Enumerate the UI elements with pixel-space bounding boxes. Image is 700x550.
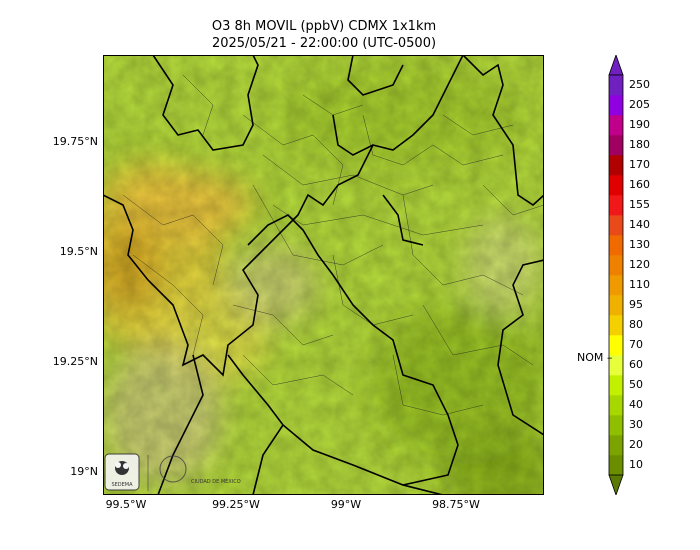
colorbar-segment bbox=[609, 175, 623, 196]
cdmx-logo-text: CIUDAD DE MÉXICO bbox=[191, 477, 241, 485]
colorbar-tick-label: 20 bbox=[629, 438, 643, 451]
colorbar-segment bbox=[609, 235, 623, 256]
relief-shading bbox=[103, 55, 544, 495]
colorbar-tick-label: 70 bbox=[629, 338, 643, 351]
colorbar-segment bbox=[609, 435, 623, 456]
colorbar-segment bbox=[609, 295, 623, 316]
colorbar-tick-label: 180 bbox=[629, 138, 650, 151]
colorbar-segment bbox=[609, 455, 623, 476]
colorbar-tick-label: 155 bbox=[629, 198, 650, 211]
colorbar-segment bbox=[609, 115, 623, 136]
colorbar-tick-label: 170 bbox=[629, 158, 650, 171]
colorbar-tick-label: 95 bbox=[629, 298, 643, 311]
colorbar-tick-label: 40 bbox=[629, 398, 643, 411]
colorbar-segment bbox=[609, 355, 623, 376]
colorbar bbox=[608, 55, 624, 495]
map-subtitle: 2025/05/21 - 22:00:00 (UTC-0500) bbox=[211, 36, 437, 51]
sedema-logo-text: SEDEMA bbox=[111, 482, 133, 488]
lat-label-19-75: 19.75°N bbox=[52, 135, 98, 148]
colorbar-segment bbox=[609, 275, 623, 296]
colorbar-segment bbox=[609, 95, 623, 116]
colorbar-tick-label: 130 bbox=[629, 238, 650, 251]
colorbar-tick-label: 120 bbox=[629, 258, 650, 271]
lon-label-98-75: 98.75°W bbox=[432, 498, 480, 511]
colorbar-segment bbox=[609, 395, 623, 416]
colorbar-tick-label: 50 bbox=[629, 378, 643, 391]
lon-label-99-5: 99.5°W bbox=[105, 498, 147, 511]
municipal-boundaries bbox=[122, 74, 544, 416]
nom-label: NOM – bbox=[577, 351, 613, 364]
colorbar-segment bbox=[609, 215, 623, 236]
colorbar-segment bbox=[609, 195, 623, 216]
colorbar-segment bbox=[609, 75, 623, 96]
colorbar-tick-label: 190 bbox=[629, 118, 650, 131]
colorbar-tick-label: 110 bbox=[629, 278, 650, 291]
colorbar-segment bbox=[609, 375, 623, 396]
colorbar-frame bbox=[608, 74, 624, 476]
lat-label-19-5: 19.5°N bbox=[59, 245, 98, 258]
cdmx-logo: SEDEMA CIUDAD DE MÉXICO bbox=[104, 453, 241, 491]
colorbar-segment bbox=[609, 315, 623, 336]
lat-label-19: 19°N bbox=[70, 465, 98, 478]
colorbar-extend-max bbox=[608, 55, 624, 76]
lat-label-19-25: 19.25°N bbox=[52, 355, 98, 368]
colorbar-tick-label: 160 bbox=[629, 178, 650, 191]
colorbar-segment bbox=[609, 255, 623, 276]
colorbar-tick-label: 140 bbox=[629, 218, 650, 231]
colorbar-tick-label: 250 bbox=[629, 78, 650, 91]
colorbar-segment bbox=[609, 415, 623, 436]
colorbar-segment bbox=[609, 335, 623, 356]
colorbar-tick-label: 10 bbox=[629, 458, 643, 471]
colorbar-tick-label: 60 bbox=[629, 358, 643, 371]
colorbar-segment bbox=[609, 155, 623, 176]
colorbar-tick-label: 205 bbox=[629, 98, 650, 111]
colorbar-tick-label: 30 bbox=[629, 418, 643, 431]
lon-label-99: 99°W bbox=[330, 498, 362, 511]
colorbar-extend-min bbox=[608, 474, 624, 495]
colorbar-segment bbox=[609, 135, 623, 156]
lon-label-99-25: 99.25°W bbox=[212, 498, 260, 511]
state-boundaries bbox=[103, 55, 544, 495]
colorbar-tick-label: 80 bbox=[629, 318, 643, 331]
map-title: O3 8h MOVIL (ppbV) CDMX 1x1km bbox=[211, 19, 437, 34]
ozone-map: SEDEMA CIUDAD DE MÉXICO bbox=[103, 55, 544, 495]
